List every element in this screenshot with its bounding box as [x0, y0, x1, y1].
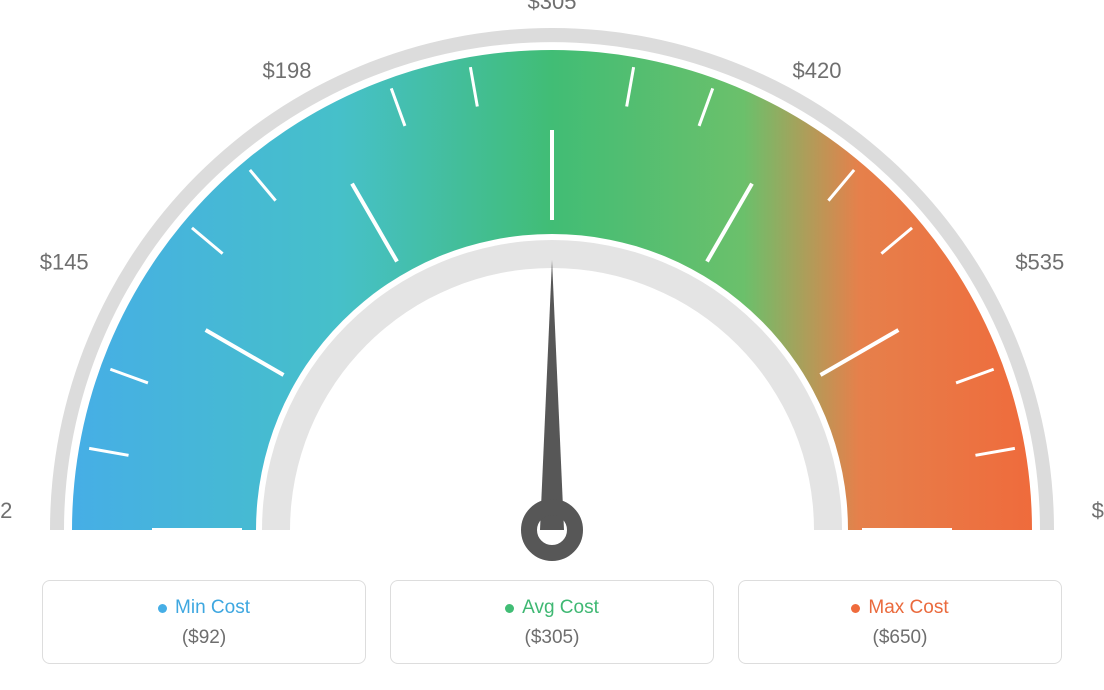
dot-icon: [851, 604, 860, 613]
gauge-tick-label: $145: [40, 250, 89, 275]
gauge-tick-label: $305: [528, 0, 577, 14]
gauge-tick-label: $198: [263, 58, 312, 83]
gauge-tick-label: $92: [0, 498, 12, 523]
legend-title-text: Max Cost: [868, 597, 948, 619]
legend-card-max: Max Cost ($650): [738, 580, 1062, 664]
legend-value-max: ($650): [739, 627, 1061, 649]
legend-title-min: Min Cost: [158, 597, 250, 619]
legend-title-text: Min Cost: [175, 597, 250, 619]
legend-value-avg: ($305): [391, 627, 713, 649]
legend-title-max: Max Cost: [851, 597, 948, 619]
legend-title-text: Avg Cost: [522, 597, 599, 619]
cost-gauge: $92 $145 $198 $305 $420 $535 $650: [0, 0, 1104, 580]
gauge-tick-label: $650: [1092, 498, 1104, 523]
legend-card-min: Min Cost ($92): [42, 580, 366, 664]
legend-row: Min Cost ($92) Avg Cost ($305) Max Cost …: [42, 580, 1062, 664]
legend-card-avg: Avg Cost ($305): [390, 580, 714, 664]
gauge-tick-label: $535: [1015, 250, 1064, 275]
gauge-tick-label: $420: [793, 58, 842, 83]
dot-icon: [505, 604, 514, 613]
gauge-needle: [540, 260, 564, 530]
legend-title-avg: Avg Cost: [505, 597, 599, 619]
legend-value-min: ($92): [43, 627, 365, 649]
dot-icon: [158, 604, 167, 613]
